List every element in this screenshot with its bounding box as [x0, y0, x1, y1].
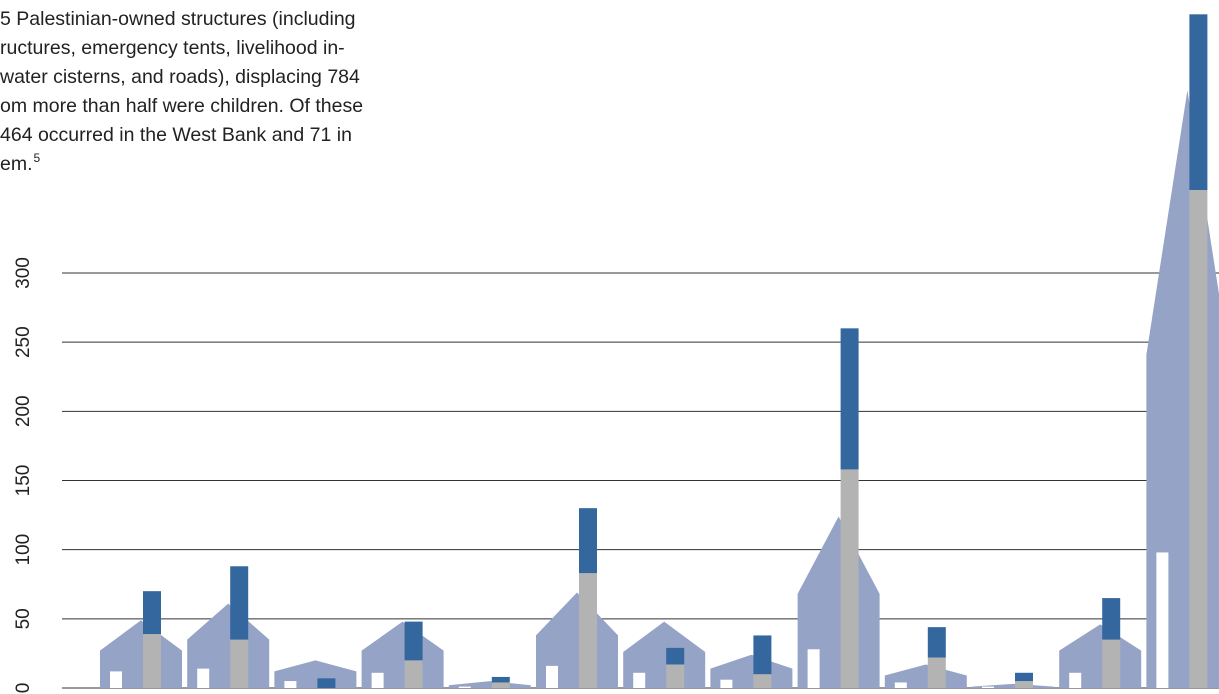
bar-lower	[579, 573, 597, 688]
bar-upper	[1189, 14, 1208, 191]
paragraph-line: em.	[0, 153, 33, 175]
bar-lower	[1189, 190, 1208, 688]
white-bar	[1069, 672, 1082, 688]
bar-lower	[1102, 639, 1121, 688]
bar-lower	[927, 657, 946, 688]
house	[448, 681, 531, 688]
bar-lower	[404, 660, 423, 688]
y-tick-label: 100	[13, 534, 34, 566]
white-bar	[807, 649, 820, 688]
bar-lower	[840, 469, 859, 688]
grid	[62, 272, 1219, 689]
bar-upper	[840, 328, 859, 470]
plot	[100, 14, 1219, 688]
bar-upper	[666, 647, 685, 665]
white-bar	[720, 679, 733, 688]
bar-lower	[1015, 681, 1033, 688]
white-bar	[546, 665, 558, 688]
paragraph-line: 464 occurred in the West Bank and 71 in	[0, 124, 352, 146]
house	[797, 516, 880, 688]
bar-lower	[666, 664, 685, 688]
y-tick-label: 0	[13, 683, 34, 694]
y-tick-label: 200	[13, 395, 34, 427]
paragraph-line: water cisterns, and roads), displacing 7…	[0, 66, 360, 88]
y-tick-label: 150	[13, 465, 34, 497]
bar-upper	[317, 678, 336, 688]
house	[361, 621, 444, 688]
white-bar	[197, 668, 210, 688]
bar-upper	[753, 635, 772, 675]
y-tick-label: 300	[13, 257, 34, 289]
bar-lower	[491, 682, 510, 688]
white-bar	[982, 686, 994, 688]
bar-lower	[753, 674, 772, 688]
paragraph-line: ructures, emergency tents, livelihood in…	[0, 37, 345, 59]
white-bar	[110, 671, 122, 688]
bar-upper	[404, 621, 423, 661]
house	[1059, 624, 1142, 688]
paragraph: 5 Palestinian-owned structures (includin…	[0, 8, 363, 175]
bar-upper	[927, 627, 946, 658]
house	[536, 592, 618, 688]
bar-upper	[491, 676, 510, 683]
house	[884, 664, 967, 688]
white-bar	[371, 672, 384, 688]
white-bar	[284, 681, 297, 688]
y-axis: 0 50 100 150 200 250 300	[13, 257, 34, 693]
paragraph-line: 5 Palestinian-owned structures (includin…	[0, 8, 356, 30]
white-bar	[633, 672, 646, 688]
white-bar	[458, 686, 471, 688]
house	[187, 603, 270, 688]
white-bar	[894, 682, 907, 688]
bar-upper	[1102, 598, 1121, 640]
house	[623, 621, 706, 688]
bar-upper	[143, 591, 161, 635]
footnote-ref: 5	[34, 151, 41, 165]
y-tick-label: 250	[13, 326, 34, 358]
house	[100, 620, 182, 688]
bar-upper	[1015, 672, 1033, 682]
bar-upper	[579, 508, 597, 574]
bar-upper	[230, 566, 249, 640]
y-tick-label: 50	[13, 608, 34, 629]
bar-lower	[230, 639, 249, 688]
paragraph-line: om more than half were children. Of thes…	[0, 95, 363, 117]
bar-lower	[143, 634, 161, 688]
white-bar	[1156, 552, 1169, 688]
